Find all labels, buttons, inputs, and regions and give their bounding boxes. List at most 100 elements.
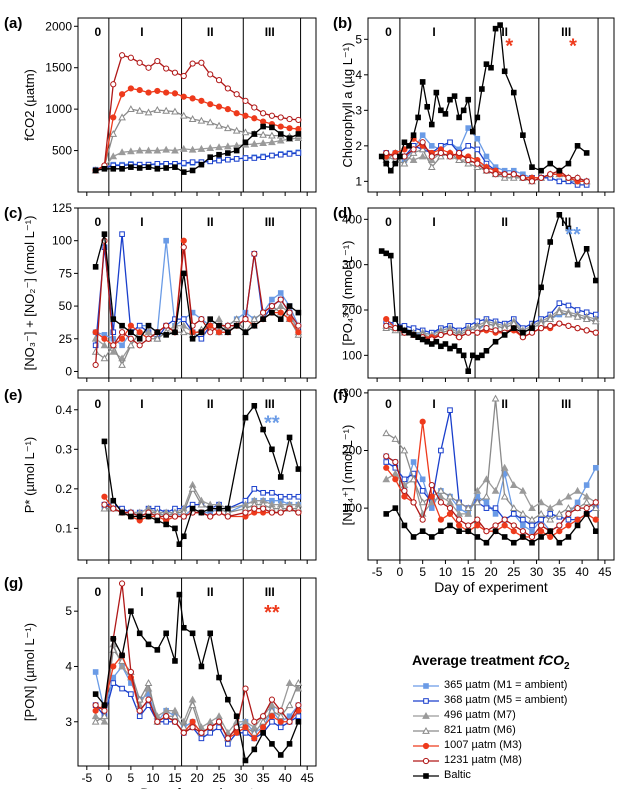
data-point: [418, 145, 427, 153]
data-point: [465, 156, 472, 164]
series-Baltic: [92, 123, 302, 175]
data-point: [391, 469, 400, 477]
data-point: [163, 630, 169, 637]
data-point: [163, 332, 169, 338]
data-point: [206, 144, 215, 151]
data-point: [447, 96, 453, 103]
data-point: [207, 724, 214, 731]
data-point: [233, 147, 240, 154]
phase-label: 0: [94, 215, 101, 229]
series-M8: [92, 580, 302, 742]
data-point: [286, 505, 293, 512]
data-point: [501, 332, 508, 338]
data-point: [510, 511, 517, 517]
data-point: [269, 718, 275, 725]
data-point: [438, 107, 444, 114]
data-point: [488, 64, 494, 71]
data-point: [438, 343, 444, 350]
data-point: [171, 69, 179, 76]
data-point: [574, 143, 581, 149]
data-point: [145, 696, 152, 703]
data-point: [583, 178, 590, 185]
data-point: [446, 510, 454, 517]
x-tick-label: 25: [212, 771, 226, 785]
data-point: [92, 702, 99, 709]
series-Baltic: [92, 591, 302, 764]
legend-label: 368 µatm (M5 = ambient): [444, 693, 568, 706]
data-point: [383, 322, 390, 329]
data-point: [180, 237, 187, 244]
data-point: [583, 482, 590, 488]
y-tick-label: 125: [52, 201, 72, 215]
data-point: [583, 246, 590, 252]
phase-label: I: [432, 397, 435, 411]
data-point: [110, 166, 117, 172]
data-point: [451, 343, 458, 350]
y-axis-label: [PO₄³⁻] (nmol L⁻¹): [340, 241, 355, 346]
data-point: [268, 302, 276, 310]
data-point: [269, 296, 275, 303]
data-point: [251, 505, 258, 512]
x-tick-label: 10: [146, 771, 160, 785]
data-point: [179, 328, 188, 336]
legend-item-M7: 496 µatm (M7): [412, 708, 617, 723]
data-point: [251, 250, 258, 257]
data-point: [501, 516, 508, 523]
data-point: [538, 516, 544, 523]
legend-title-sub: 2: [563, 660, 570, 672]
data-point: [482, 492, 491, 500]
data-point: [188, 701, 197, 709]
data-point: [224, 322, 231, 329]
data-point: [465, 125, 472, 131]
data-point: [437, 499, 444, 506]
panel-label: (e): [4, 387, 22, 404]
x-tick-label: -5: [372, 565, 383, 579]
data-point: [269, 152, 275, 159]
data-point: [110, 342, 117, 349]
data-point: [565, 516, 572, 523]
data-point: [154, 517, 161, 524]
data-point: [224, 106, 231, 113]
data-point: [556, 539, 563, 546]
data-point: [153, 334, 162, 342]
data-point: [172, 329, 178, 336]
data-point: [232, 126, 241, 134]
data-point: [233, 729, 240, 736]
data-point: [410, 534, 417, 540]
y-tick-label: 2: [355, 139, 362, 153]
data-point: [392, 160, 399, 167]
data-point: [171, 513, 179, 520]
data-point: [460, 352, 467, 359]
data-point: [100, 717, 109, 725]
data-point: [473, 163, 482, 171]
legend-item-M1: 365 µatm (M1 = ambient): [412, 678, 617, 693]
data-point: [565, 322, 572, 329]
data-point: [565, 522, 572, 529]
data-point: [519, 509, 527, 517]
data-point: [509, 173, 518, 181]
data-point: [215, 103, 223, 110]
data-point: [127, 85, 134, 92]
data-point: [547, 322, 554, 329]
data-point: [260, 118, 267, 125]
data-point: [565, 225, 572, 232]
data-point: [456, 528, 462, 534]
data-point: [295, 493, 302, 500]
data-point: [215, 121, 223, 129]
data-point: [153, 146, 162, 154]
data-point: [189, 95, 196, 102]
data-point: [216, 157, 222, 164]
phase-label: III: [561, 25, 571, 39]
data-point: [260, 123, 266, 130]
data-point: [500, 492, 509, 500]
data-point: [564, 310, 573, 318]
phase-label: I: [432, 215, 435, 229]
data-point: [251, 155, 258, 161]
data-point: [92, 691, 99, 697]
data-point: [207, 513, 214, 520]
phase-label: 0: [94, 585, 101, 599]
data-point: [110, 497, 117, 504]
phase-label: 0: [94, 25, 101, 39]
data-point: [110, 680, 117, 686]
